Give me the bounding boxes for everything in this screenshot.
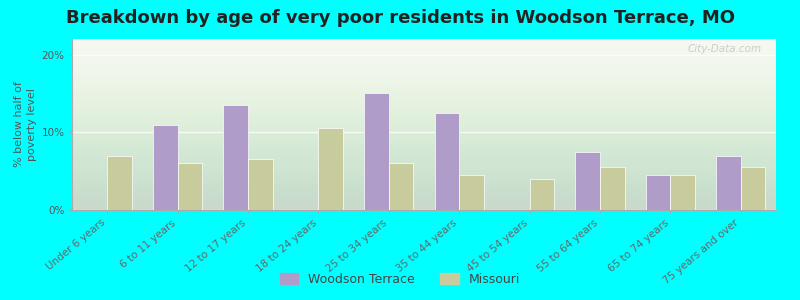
Bar xyxy=(646,175,670,210)
Bar xyxy=(248,160,273,210)
Bar xyxy=(364,93,389,210)
Text: Breakdown by age of very poor residents in Woodson Terrace, MO: Breakdown by age of very poor residents … xyxy=(66,9,734,27)
Bar xyxy=(459,175,484,210)
Bar xyxy=(600,167,625,210)
Bar xyxy=(318,128,343,210)
Bar xyxy=(741,167,766,210)
Bar xyxy=(223,105,248,210)
Bar xyxy=(575,152,600,210)
Y-axis label: % below half of
poverty level: % below half of poverty level xyxy=(14,82,37,167)
Bar xyxy=(178,164,202,210)
Bar xyxy=(670,175,695,210)
Bar xyxy=(389,164,414,210)
Bar xyxy=(530,179,554,210)
Bar xyxy=(716,156,741,210)
Text: City-Data.com: City-Data.com xyxy=(688,44,762,54)
Bar xyxy=(434,113,459,210)
Legend: Woodson Terrace, Missouri: Woodson Terrace, Missouri xyxy=(274,268,526,291)
Bar xyxy=(107,156,132,210)
Bar xyxy=(153,124,178,210)
